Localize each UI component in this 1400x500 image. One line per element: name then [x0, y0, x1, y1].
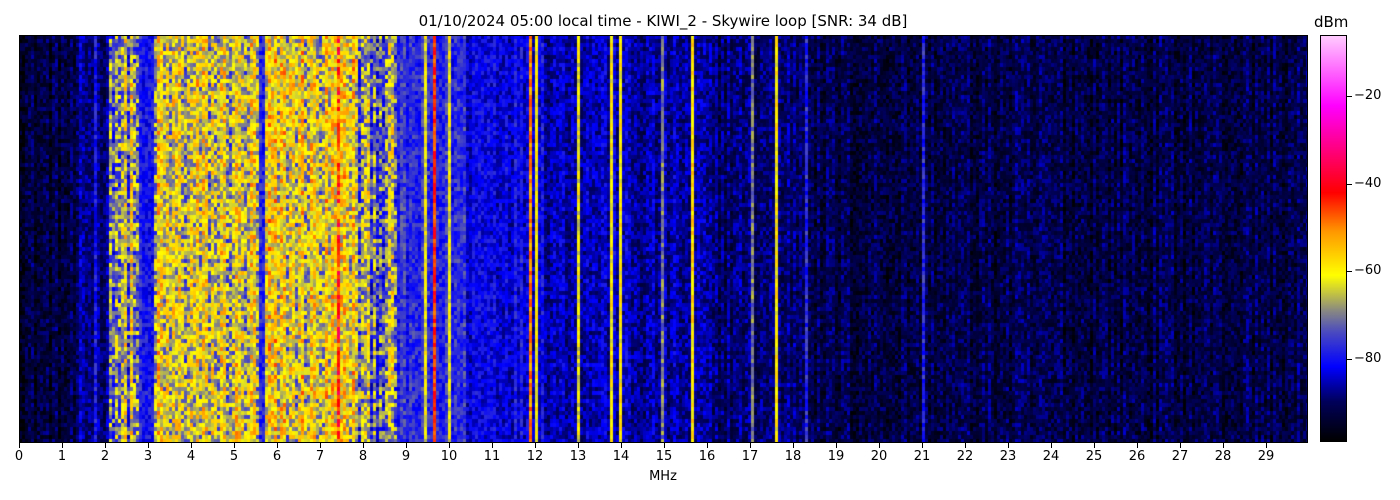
x-tick-label: 24: [1042, 449, 1060, 464]
x-tick: [363, 443, 364, 448]
x-tick-label: 25: [1085, 449, 1103, 464]
x-tick: [578, 443, 579, 448]
x-tick: [1137, 443, 1138, 448]
x-tick-label: 0: [14, 449, 24, 464]
x-tick: [492, 443, 493, 448]
colorbar-tick-label: −40: [1354, 175, 1382, 191]
x-tick-label: 19: [827, 449, 845, 464]
x-tick: [707, 443, 708, 448]
x-tick-label: 13: [569, 449, 587, 464]
x-tick: [621, 443, 622, 448]
x-tick-label: 11: [483, 449, 501, 464]
x-tick: [965, 443, 966, 448]
x-tick-label: 28: [1214, 449, 1232, 464]
x-tick: [449, 443, 450, 448]
x-tick-label: 20: [870, 449, 888, 464]
x-tick: [191, 443, 192, 448]
x-tick: [793, 443, 794, 448]
x-tick: [664, 443, 665, 448]
x-tick: [1008, 443, 1009, 448]
colorbar-tick-label: −60: [1354, 263, 1382, 279]
colorbar-label: dBm: [1314, 13, 1349, 31]
colorbar-tick-label: −20: [1354, 88, 1382, 104]
x-tick-label: 22: [956, 449, 974, 464]
x-tick-label: 23: [999, 449, 1017, 464]
chart-title: 01/10/2024 05:00 local time - KIWI_2 - S…: [418, 12, 908, 30]
x-tick: [879, 443, 880, 448]
x-tick-label: 2: [100, 449, 110, 464]
x-tick: [277, 443, 278, 448]
colorbar-tick: [1347, 96, 1352, 98]
x-tick: [1051, 443, 1052, 448]
x-tick-label: 18: [784, 449, 802, 464]
x-tick-label: 5: [229, 449, 239, 464]
x-tick-label: 16: [698, 449, 716, 464]
x-tick-label: 10: [440, 449, 458, 464]
x-tick: [19, 443, 20, 448]
x-tick: [922, 443, 923, 448]
x-tick: [1180, 443, 1181, 448]
colorbar-tick: [1347, 183, 1352, 185]
colorbar: [1320, 35, 1347, 442]
x-tick-label: 15: [655, 449, 673, 464]
x-tick: [320, 443, 321, 448]
x-tick: [1094, 443, 1095, 448]
x-tick-label: 29: [1257, 449, 1275, 464]
x-tick-label: 26: [1128, 449, 1146, 464]
x-tick: [234, 443, 235, 448]
x-tick-label: 3: [143, 449, 153, 464]
x-tick-label: 12: [526, 449, 544, 464]
x-tick: [406, 443, 407, 448]
x-tick: [1266, 443, 1267, 448]
colorbar-tick: [1347, 271, 1352, 273]
x-tick-label: 9: [401, 449, 411, 464]
x-tick-label: 7: [315, 449, 325, 464]
x-tick: [836, 443, 837, 448]
x-tick-label: 21: [913, 449, 931, 464]
x-tick: [1223, 443, 1224, 448]
x-tick-label: 27: [1171, 449, 1189, 464]
x-tick-label: 8: [358, 449, 368, 464]
x-tick: [148, 443, 149, 448]
x-tick-label: 4: [186, 449, 196, 464]
colorbar-tick: [1347, 358, 1352, 360]
x-tick: [105, 443, 106, 448]
x-tick: [535, 443, 536, 448]
spectrogram-heatmap: [19, 35, 1307, 442]
x-tick: [750, 443, 751, 448]
x-tick-label: 6: [272, 449, 282, 464]
colorbar-tick-label: −80: [1354, 350, 1382, 366]
x-tick-label: 17: [741, 449, 759, 464]
x-tick-label: 14: [612, 449, 630, 464]
x-axis-label: MHz: [649, 469, 677, 484]
x-tick: [62, 443, 63, 448]
x-tick-label: 1: [57, 449, 67, 464]
